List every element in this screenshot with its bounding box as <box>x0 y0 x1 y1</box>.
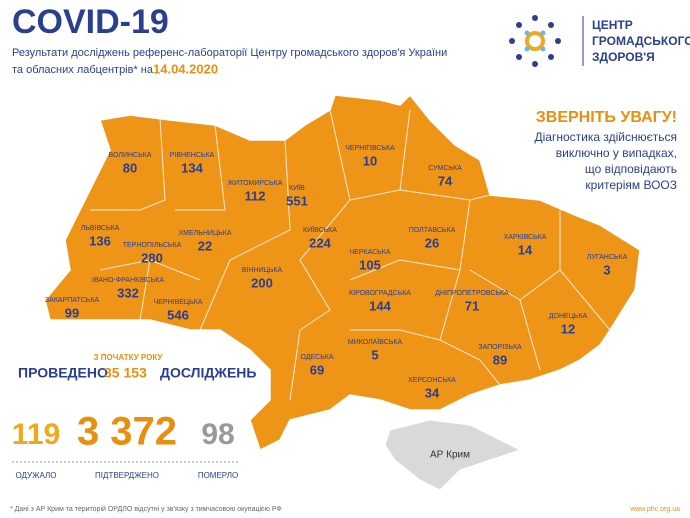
region-count: 34 <box>425 385 440 400</box>
region-name: ПОЛТАВСЬКА <box>409 227 456 234</box>
region-count: 112 <box>245 188 266 203</box>
region-name: КИЇВСЬКА <box>303 226 337 234</box>
region-count: 10 <box>363 153 377 168</box>
notice-text: виключно у випадках, <box>556 146 677 160</box>
region-count: 280 <box>141 250 163 265</box>
region-name: ЧЕРНІВЕЦЬКА <box>154 299 203 306</box>
region-name: ХЕРСОНСЬКА <box>408 377 456 384</box>
region-name: ХАРКІВСЬКА <box>504 234 547 241</box>
region-count: 224 <box>309 235 331 250</box>
region-count: 12 <box>561 321 575 336</box>
region-count: 69 <box>310 362 324 377</box>
footnote: * Дані з АР Крим та територій ОРДЛО відс… <box>10 505 282 513</box>
region-name: ЧЕРНІГІВСЬКА <box>345 145 395 152</box>
tests-suffix: ДОСЛІДЖЕНЬ <box>160 365 256 381</box>
region-count: 105 <box>359 257 381 272</box>
website: www.phc.org.ua <box>629 506 680 513</box>
region-count: 22 <box>198 238 212 253</box>
region-count: 332 <box>117 285 139 300</box>
region-count: 74 <box>438 173 453 188</box>
tests-count: 35 153 <box>104 365 147 381</box>
region-name: ХМЕЛЬНИЦЬКА <box>179 230 232 237</box>
region-borders <box>90 109 611 401</box>
region-count: 3 <box>603 262 610 277</box>
region-count: 80 <box>123 160 137 175</box>
date: 14.04.2020 <box>153 61 218 76</box>
region-name: ІВАНО-ФРАНКІВСЬКА <box>92 277 164 284</box>
notice-text: критеріям ВООЗ <box>585 178 677 192</box>
region-count: 26 <box>425 235 439 250</box>
region-name: СУМСЬКА <box>428 165 462 172</box>
confirmed-label: ПІДТВЕРДЖЕНО <box>95 471 159 480</box>
region-count: 551 <box>286 193 308 208</box>
region-name: ВІННИЦЬКА <box>242 267 283 274</box>
crimea-label: АР Крим <box>430 450 470 461</box>
region-name: РІВНЕНСЬКА <box>170 152 215 159</box>
region-name: ДОНЕЦЬКА <box>549 313 588 320</box>
region-name: ЛЬВІВСЬКА <box>81 225 120 232</box>
subtitle: та обласних лабцентрів* на <box>12 64 154 76</box>
notice-text: Діагностика здійснюється <box>535 130 677 144</box>
logo-text: ГРОМАДСЬКОГО <box>592 34 690 48</box>
region-name: ОДЕСЬКА <box>300 354 333 361</box>
recovered-label: ОДУЖАЛО <box>15 471 56 480</box>
region-name: МИКОЛАЇВСЬКА <box>348 338 403 346</box>
logo-text: ЦЕНТР <box>592 18 633 32</box>
title: COVID-19 <box>12 3 169 41</box>
region-count: 5 <box>371 347 378 362</box>
notice-text: що відповідають <box>585 162 677 176</box>
region-name: ЗАКАРПАТСЬКА <box>45 297 99 304</box>
region-name: ЧЕРКАСЬКА <box>350 249 391 256</box>
region-name: ЖИТОМИРСЬКА <box>228 180 283 187</box>
region-count: 200 <box>251 275 273 290</box>
region-name: ДНІПРОПЕТРОВСЬКА <box>435 290 509 297</box>
region-name: КИЇВ <box>289 184 305 192</box>
ukraine-map <box>44 93 641 452</box>
crimea-map <box>384 419 522 491</box>
region-count: 136 <box>89 233 111 248</box>
region-name: ЛУГАНСЬКА <box>587 254 628 261</box>
region-count: 144 <box>369 298 391 313</box>
region-count: 134 <box>181 160 203 175</box>
region-count: 546 <box>167 307 189 322</box>
region-name: ТЕРНОПІЛЬСЬКА <box>123 242 182 249</box>
region-name: ВОЛИНСЬКА <box>109 152 152 159</box>
region-count: 14 <box>518 242 533 257</box>
deaths-label: ПОМЕРЛО <box>198 471 238 480</box>
logo-mark <box>509 15 561 67</box>
logo-text: ЗДОРОВ'Я <box>592 50 655 64</box>
region-count: 89 <box>493 352 507 367</box>
region-count: 71 <box>465 298 479 313</box>
notice-title: ЗВЕРНІТЬ УВАГУ! <box>536 109 677 126</box>
tests-prefix: ПРОВЕДЕНО <box>18 365 108 381</box>
region-count: 99 <box>65 305 79 320</box>
tests-caption: З ПОЧАТКУ РОКУ <box>94 353 164 362</box>
deaths-count: 98 <box>201 418 234 451</box>
region-name: КІРОВОГРАДСЬКА <box>349 290 411 297</box>
subtitle: Результати досліджень референс-лаборатор… <box>12 47 447 59</box>
confirmed-count: 3 372 <box>77 410 177 454</box>
recovered-count: 119 <box>12 418 60 451</box>
region-name: ЗАПОРІЗЬКА <box>478 344 522 351</box>
